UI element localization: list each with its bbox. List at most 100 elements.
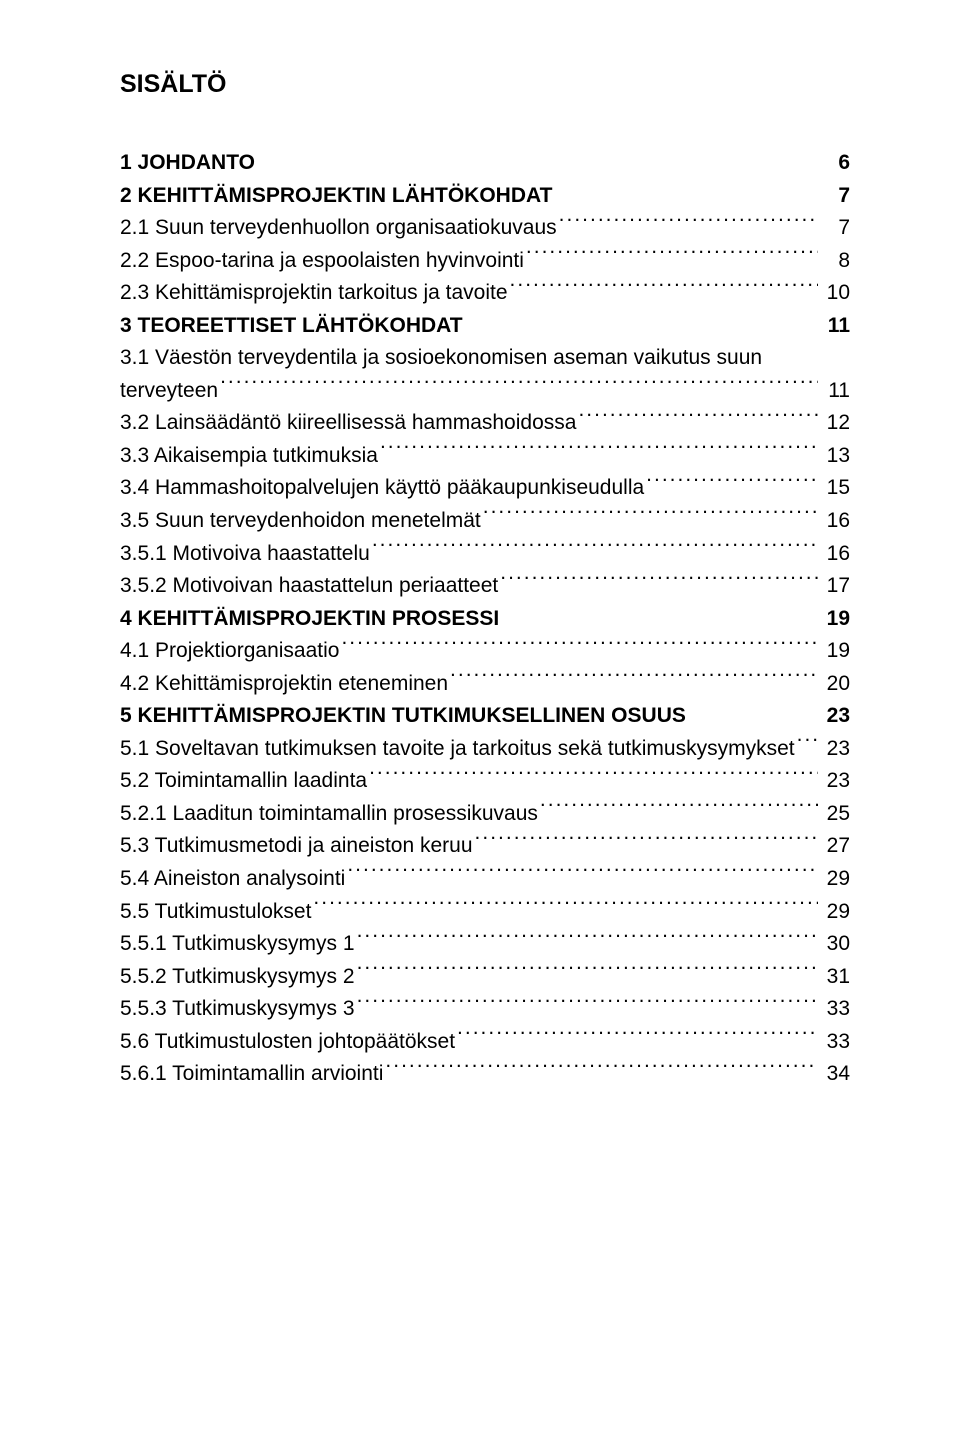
- toc-entry-page: 6: [820, 147, 850, 180]
- toc-entry-page: 29: [820, 896, 850, 929]
- toc-entry: 5 KEHITTÄMISPROJEKTIN TUTKIMUKSELLINEN O…: [120, 700, 850, 733]
- toc-entry: 2.2 Espoo-tarina ja espoolaisten hyvinvo…: [120, 245, 850, 278]
- toc-leader: [347, 864, 818, 885]
- toc-entry: 3.3 Aikaisempia tutkimuksia 13: [120, 440, 850, 473]
- toc-leader: [578, 408, 818, 429]
- toc-entry: 4.2 Kehittämisprojektin eteneminen 20: [120, 668, 850, 701]
- toc-leader: [646, 473, 818, 494]
- toc-leader: [540, 799, 818, 820]
- toc-entry-page: 7: [820, 180, 850, 213]
- toc-entry-page: 13: [820, 440, 850, 473]
- toc-entry-label: 2.1 Suun terveydenhuollon organisaatioku…: [120, 212, 557, 245]
- toc-entry-page: 29: [820, 863, 850, 896]
- toc-leader: [559, 213, 818, 234]
- toc-leader: [450, 669, 818, 690]
- toc-entry-label: 2.3 Kehittämisprojektin tarkoitus ja tav…: [120, 277, 508, 310]
- toc-entry-label: 4.1 Projektiorganisaatio: [120, 635, 339, 668]
- toc-entry-page: 16: [820, 505, 850, 538]
- toc-entry-label: 3.5.2 Motivoivan haastattelun periaattee…: [120, 570, 498, 603]
- toc-entry: 3 TEOREETTISET LÄHTÖKOHDAT11: [120, 310, 850, 343]
- toc-entry: 5.1 Soveltavan tutkimuksen tavoite ja ta…: [120, 733, 850, 766]
- toc-leader: [475, 831, 818, 852]
- toc-entry-label: terveyteen: [120, 375, 218, 408]
- toc-entry-label: 5 KEHITTÄMISPROJEKTIN TUTKIMUKSELLINEN O…: [120, 700, 686, 733]
- toc-entry-label: 3.1 Väestön terveydentila ja sosioekonom…: [120, 342, 762, 375]
- toc-leader: [357, 962, 818, 983]
- toc-entry-label: 2 KEHITTÄMISPROJEKTIN LÄHTÖKOHDAT: [120, 180, 552, 213]
- toc-entry-label: 5.4 Aineiston analysointi: [120, 863, 345, 896]
- toc-entry-page: 34: [820, 1058, 850, 1091]
- toc-entry-label: 5.6 Tutkimustulosten johtopäätökset: [120, 1026, 455, 1059]
- toc-entry: 1 JOHDANTO6: [120, 147, 850, 180]
- toc-leader: [526, 246, 818, 267]
- toc-leader: [797, 734, 818, 755]
- toc-entry-label: 5.5.2 Tutkimuskysymys 2: [120, 961, 355, 994]
- toc-entry-label: 5.2.1 Laaditun toimintamallin prosessiku…: [120, 798, 538, 831]
- toc-leader: [457, 1027, 818, 1048]
- toc-entry-label: 5.6.1 Toimintamallin arviointi: [120, 1058, 383, 1091]
- toc-entry: 5.5.1 Tutkimuskysymys 130: [120, 928, 850, 961]
- toc-entry-page: 23: [820, 700, 850, 733]
- toc-leader: [380, 441, 818, 462]
- toc-leader: [372, 539, 818, 560]
- toc-entry-label: 5.5 Tutkimustulokset: [120, 896, 311, 929]
- toc-entry-page: 19: [820, 635, 850, 668]
- toc-entry-page: 19: [820, 603, 850, 636]
- toc-entry: 5.2 Toimintamallin laadinta 23: [120, 765, 850, 798]
- toc-entry-page: 33: [820, 1026, 850, 1059]
- toc-leader: [500, 571, 818, 592]
- toc-entry: 5.4 Aineiston analysointi 29: [120, 863, 850, 896]
- toc-leader: [220, 376, 818, 397]
- toc-entry-label: 3.3 Aikaisempia tutkimuksia: [120, 440, 378, 473]
- toc-entry: 5.6.1 Toimintamallin arviointi 34: [120, 1058, 850, 1091]
- toc-leader: [483, 506, 818, 527]
- toc-leader: [385, 1059, 818, 1080]
- toc-entry-page: 7: [820, 212, 850, 245]
- toc-entry: 3.5 Suun terveydenhoidon menetelmät 16: [120, 505, 850, 538]
- toc-entry-page: 27: [820, 830, 850, 863]
- toc-entry: 5.5.3 Tutkimuskysymys 3 33: [120, 993, 850, 1026]
- toc-entry-label: 3 TEOREETTISET LÄHTÖKOHDAT: [120, 310, 463, 343]
- toc-entry-label: 2.2 Espoo-tarina ja espoolaisten hyvinvo…: [120, 245, 524, 278]
- toc-entry-label: 3.5 Suun terveydenhoidon menetelmät: [120, 505, 481, 538]
- toc-leader: [369, 766, 818, 787]
- toc-entry-label: 3.5.1 Motivoiva haastattelu: [120, 538, 370, 571]
- toc-entry-page: 10: [820, 277, 850, 310]
- toc-entry-page: 25: [820, 798, 850, 831]
- toc-entry: 4 KEHITTÄMISPROJEKTIN PROSESSI 19: [120, 603, 850, 636]
- toc-entry: 3.4 Hammashoitopalvelujen käyttö pääkaup…: [120, 472, 850, 505]
- toc-leader: [357, 994, 818, 1015]
- toc-entry-page: 23: [820, 765, 850, 798]
- toc-entry: 5.6 Tutkimustulosten johtopäätökset 33: [120, 1026, 850, 1059]
- toc-entry: 3.5.2 Motivoivan haastattelun periaattee…: [120, 570, 850, 603]
- toc-entry: terveyteen11: [120, 375, 850, 408]
- toc-entry-label: 5.5.3 Tutkimuskysymys 3: [120, 993, 355, 1026]
- toc-entry-label: 4.2 Kehittämisprojektin eteneminen: [120, 668, 448, 701]
- toc-entry-label: 5.1 Soveltavan tutkimuksen tavoite ja ta…: [120, 733, 795, 766]
- toc-entry-page: 16: [820, 538, 850, 571]
- toc-entry-page: 12: [820, 407, 850, 440]
- toc-entry-label: 4 KEHITTÄMISPROJEKTIN PROSESSI: [120, 603, 499, 636]
- toc-entry: 4.1 Projektiorganisaatio 19: [120, 635, 850, 668]
- toc-entry: 2.1 Suun terveydenhuollon organisaatioku…: [120, 212, 850, 245]
- toc-leader: [510, 278, 818, 299]
- toc-entry-label: 3.2 Lainsäädäntö kiireellisessä hammasho…: [120, 407, 576, 440]
- toc-entry-label: 5.2 Toimintamallin laadinta: [120, 765, 367, 798]
- toc-entry: 5.5.2 Tutkimuskysymys 2 31: [120, 961, 850, 994]
- toc-entry: 3.2 Lainsäädäntö kiireellisessä hammasho…: [120, 407, 850, 440]
- toc-entry-label: 3.4 Hammashoitopalvelujen käyttö pääkaup…: [120, 472, 644, 505]
- document-title: SISÄLTÖ: [120, 70, 850, 99]
- toc-entry-label: 5.3 Tutkimusmetodi ja aineiston keruu: [120, 830, 473, 863]
- toc-entry: 5.5 Tutkimustulokset 29: [120, 896, 850, 929]
- toc-entry: 5.2.1 Laaditun toimintamallin prosessiku…: [120, 798, 850, 831]
- toc-entry-page: 20: [820, 668, 850, 701]
- toc-entry-page: 17: [820, 570, 850, 603]
- toc-leader: [313, 897, 818, 918]
- toc-leader: [341, 636, 818, 657]
- toc-entry-page: 23: [820, 733, 850, 766]
- toc-entry: 3.1 Väestön terveydentila ja sosioekonom…: [120, 342, 850, 375]
- toc-entry-page: 31: [820, 961, 850, 994]
- toc-entry-page: 33: [820, 993, 850, 1026]
- toc-leader: [357, 929, 818, 950]
- toc-entry-page: 15: [820, 472, 850, 505]
